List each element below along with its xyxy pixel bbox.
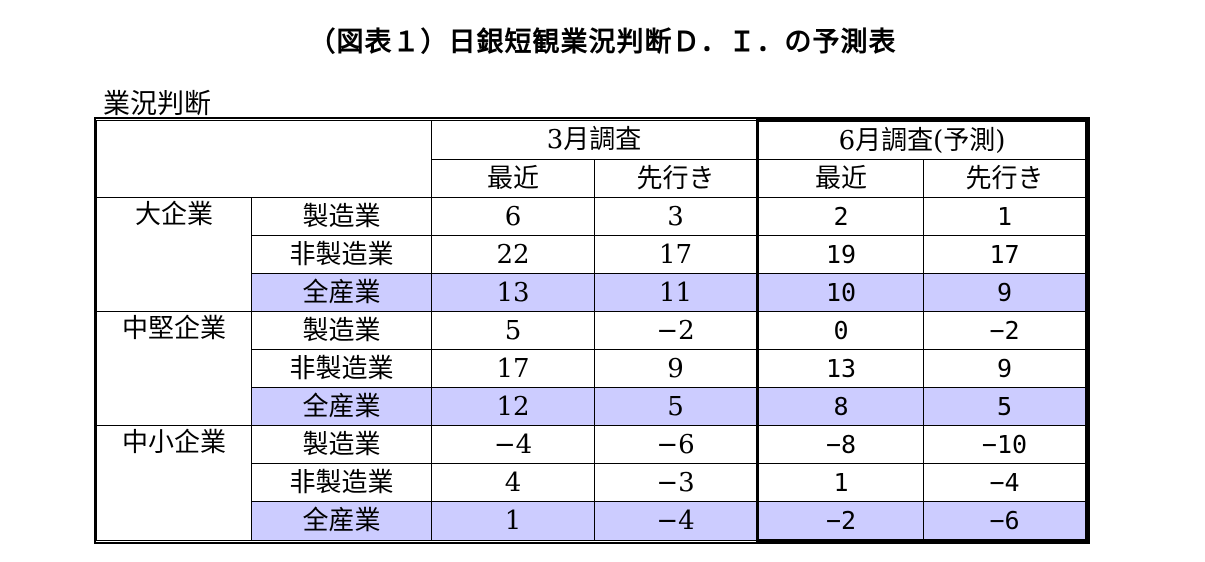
di-value-cell: −4: [431, 425, 595, 464]
di-value-cell: 1: [923, 197, 1088, 236]
di-value-cell: 9: [594, 349, 758, 388]
di-value-cell: 9: [923, 273, 1088, 312]
company-size-label: 中小企業: [96, 425, 252, 541]
di-value-cell: −6: [594, 425, 758, 464]
di-forecast-table: 3月調査 6月調査(予測) 最近 先行き 最近 先行き 大企業 製造業 6 3 2 1 非製…: [94, 117, 1090, 544]
di-value-cell: −3: [594, 463, 758, 502]
table-row: 中小企業 製造業 −4 −6 −8 −10: [96, 425, 1088, 541]
table-row: 全産業 1 −4 −2 −6: [97, 501, 1088, 542]
di-value-cell: −4: [594, 501, 758, 541]
page-title: （図表１）日銀短観業況判断Ｄ．Ｉ．の予測表: [308, 27, 897, 58]
di-value-cell: 13: [756, 349, 924, 388]
table-row: 非製造業 4 −3 1 −4: [97, 463, 1088, 502]
di-value-cell: 22: [431, 235, 595, 274]
industry-label: 全産業: [251, 273, 432, 312]
table-row: 全産業 13 11 10 9: [97, 273, 1088, 312]
di-value-cell: −4: [923, 463, 1088, 502]
di-value-cell: −2: [594, 311, 758, 350]
industry-label: 非製造業: [251, 349, 432, 388]
di-value-cell: 17: [923, 235, 1088, 274]
di-value-cell: 1: [431, 501, 595, 541]
industry-label: 全産業: [251, 387, 432, 426]
di-value-cell: 2: [756, 197, 924, 236]
header-june-survey: 6月調査(予測): [756, 119, 1088, 160]
corner-cell: [96, 120, 432, 198]
industry-label: 製造業: [251, 311, 432, 350]
di-value-cell: 5: [923, 387, 1088, 426]
di-value-cell: −8: [756, 425, 924, 464]
table-row: 中堅企業 製造業 5 −2 0 −2: [96, 311, 1088, 426]
di-value-cell: 17: [594, 235, 758, 274]
table-row: 全産業 12 5 8 5: [97, 387, 1088, 426]
table-row: 非製造業 17 9 13 9: [97, 349, 1088, 388]
di-value-cell: 1: [756, 463, 924, 502]
table-subtitle: 業況判断: [103, 89, 211, 120]
di-value-cell: −6: [923, 501, 1088, 542]
header-march-outlook: 先行き: [594, 159, 758, 198]
di-value-cell: 5: [594, 387, 758, 426]
company-size-label: 大企業: [96, 197, 252, 312]
di-value-cell: 0: [756, 311, 924, 350]
di-value-cell: 6: [431, 197, 595, 236]
industry-label: 製造業: [251, 425, 432, 464]
di-value-cell: 9: [923, 349, 1088, 388]
industry-label: 全産業: [251, 501, 432, 541]
di-value-cell: −2: [756, 501, 924, 542]
di-value-cell: 19: [756, 235, 924, 274]
table-row: 大企業 製造業 6 3 2 1: [96, 197, 1088, 312]
industry-label: 製造業: [251, 197, 432, 236]
header-march-recent: 最近: [431, 159, 595, 198]
company-size-label: 中堅企業: [96, 311, 252, 426]
header-march-survey: 3月調査: [431, 120, 758, 160]
di-value-cell: 10: [756, 273, 924, 312]
header-june-outlook: 先行き: [923, 159, 1088, 198]
di-value-cell: 4: [431, 463, 595, 502]
di-value-cell: −2: [923, 311, 1088, 350]
industry-label: 非製造業: [251, 463, 432, 502]
di-value-cell: 13: [431, 273, 595, 312]
di-value-cell: 12: [431, 387, 595, 426]
header-june-recent: 最近: [756, 159, 924, 198]
di-value-cell: 3: [594, 197, 758, 236]
di-value-cell: 8: [756, 387, 924, 426]
di-value-cell: 17: [431, 349, 595, 388]
industry-label: 非製造業: [251, 235, 432, 274]
di-value-cell: 11: [594, 273, 758, 312]
table-body: 大企業 製造業 6 3 2 1 非製造業 22 17 19 17 全産業 13 11 10 9 中堅企業 製造業 5…: [96, 197, 1088, 542]
di-value-cell: −10: [923, 425, 1088, 464]
di-value-cell: 5: [431, 311, 595, 350]
